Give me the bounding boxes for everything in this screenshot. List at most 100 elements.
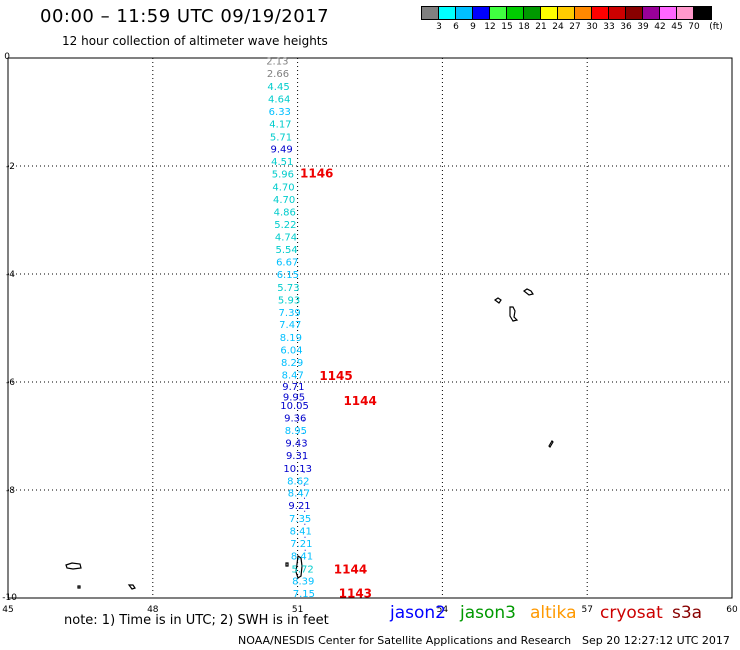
y-tick-label: -10 <box>2 593 17 603</box>
colorbar-label: 45 <box>671 22 683 32</box>
colorbar-swatch <box>541 7 558 19</box>
colorbar-swatch <box>507 7 524 19</box>
map-subtitle: 12 hour collection of altimeter wave hei… <box>62 34 328 48</box>
y-tick-label: -6 <box>6 378 15 388</box>
y-tick-label: -8 <box>6 486 15 496</box>
colorbar-labels: 3 6 9 12 15 18 21 24 27 30 33 36 39 42 45 70 (ft) <box>0 22 740 34</box>
legend-item-altika: altika <box>530 603 577 623</box>
wave-height-label: 8.47 <box>282 370 304 381</box>
timestamp-text: Sep 20 12:27:12 UTC 2017 <box>582 634 730 647</box>
wave-height-label: 6.33 <box>269 107 291 118</box>
wave-height-label: 8.47 <box>288 489 310 500</box>
y-tick-label: -4 <box>6 270 15 280</box>
colorbar-swatch <box>677 7 694 19</box>
colorbar-label: 18 <box>518 22 530 32</box>
legend-item-s3a: s3a <box>672 603 703 623</box>
colorbar-label: 9 <box>470 22 476 32</box>
colorbar-label: 30 <box>586 22 598 32</box>
colorbar-label: 15 <box>501 22 513 32</box>
wave-height-label: 8.39 <box>292 577 314 588</box>
wave-height-label: 5.54 <box>275 245 297 256</box>
time-label: 1144 <box>343 394 376 408</box>
x-tick-label: 48 <box>147 605 159 615</box>
wave-height-label: 7.15 <box>293 589 315 600</box>
colorbar-label: 70 <box>688 22 700 32</box>
wave-height-label: 4.70 <box>273 195 295 206</box>
wave-height-label: 10.13 <box>283 464 312 475</box>
colorbar-label: 39 <box>637 22 649 32</box>
wave-height-label: 8.62 <box>287 476 309 487</box>
x-tick-label: 57 <box>581 605 592 615</box>
wave-height-label: 5.73 <box>277 283 299 294</box>
coastline-island <box>522 288 534 296</box>
colorbar-swatch <box>439 7 456 19</box>
wave-height-label: 7.21 <box>290 539 312 550</box>
wave-height-label: 5.22 <box>274 220 296 231</box>
wave-height-label: 6.67 <box>276 258 298 269</box>
colorbar-label: 3 <box>436 22 442 32</box>
coastline-island <box>295 554 303 579</box>
colorbar-swatch <box>473 7 490 19</box>
wave-height-label: 5.93 <box>278 295 300 306</box>
wave-height-label: 9.21 <box>288 501 310 512</box>
footnote: note: 1) Time is in UTC; 2) SWH is in fe… <box>64 613 329 628</box>
wave-height-label: 5.71 <box>270 132 292 143</box>
colorbar-swatch <box>643 7 660 19</box>
coastline-island <box>77 585 81 589</box>
wave-height-label: 5.96 <box>272 170 294 181</box>
wave-height-label: 9.43 <box>285 438 307 449</box>
colorbar-swatch <box>694 7 711 19</box>
coastline-island <box>548 440 554 448</box>
map-frame <box>7 57 733 599</box>
wave-height-label: 7.39 <box>279 308 301 319</box>
colorbar-swatch <box>609 7 626 19</box>
wave-height-label: 10.05 <box>280 401 309 412</box>
colorbar-label: 36 <box>620 22 632 32</box>
x-tick-label: 54 <box>437 605 449 615</box>
x-tick-label: 60 <box>726 605 738 615</box>
wave-height-label: 9.31 <box>286 451 308 462</box>
colorbar-label: 27 <box>569 22 581 32</box>
time-label: 1146 <box>300 166 333 180</box>
colorbar-swatch <box>456 7 473 19</box>
wave-height-label: 8.41 <box>291 551 313 562</box>
wave-height-label: 8.41 <box>290 527 312 538</box>
wave-height-label: 6.04 <box>280 346 302 357</box>
colorbar <box>421 6 712 20</box>
time-label: 1145 <box>319 369 352 383</box>
colorbar-swatch <box>558 7 575 19</box>
colorbar-swatch <box>626 7 643 19</box>
track-line <box>302 419 306 561</box>
wave-height-label: 8.95 <box>285 426 307 437</box>
wave-height-label: 4.70 <box>272 183 294 194</box>
wave-height-label: 8.29 <box>281 358 303 369</box>
y-tick-label: -2 <box>6 162 15 172</box>
x-tick-label: 45 <box>2 605 13 615</box>
wave-height-label: 6.15 <box>277 270 299 281</box>
y-tick-label: 0 <box>4 52 10 62</box>
wave-height-label: 4.17 <box>269 119 291 130</box>
colorbar-swatch <box>575 7 592 19</box>
colorbar-swatch <box>660 7 677 19</box>
map-title: 00:00 – 11:59 UTC 09/19/2017 <box>40 6 330 27</box>
coastline-island <box>65 562 82 570</box>
legend-item-jason3: jason3 <box>460 603 516 623</box>
colorbar-swatch <box>422 7 439 19</box>
wave-height-label: 9.49 <box>271 145 293 156</box>
wave-height-label: 4.86 <box>274 207 296 218</box>
colorbar-label: 42 <box>654 22 666 32</box>
wave-height-label: 2.66 <box>267 69 289 80</box>
wave-height-label: 4.45 <box>267 82 289 93</box>
wave-height-label: 9.95 <box>283 393 305 404</box>
wave-height-label: 7.35 <box>289 514 311 525</box>
legend-item-cryosat: cryosat <box>600 603 663 623</box>
colorbar-label: 33 <box>603 22 615 32</box>
credit-text: NOAA/NESDIS Center for Satellite Applica… <box>238 634 572 647</box>
time-label: 1143 <box>339 587 372 601</box>
coastline-island <box>127 584 136 590</box>
colorbar-swatch <box>592 7 609 19</box>
coastline-island <box>509 306 519 322</box>
wave-height-label: 5.72 <box>292 564 314 575</box>
wave-height-label: 9.36 <box>284 414 306 425</box>
